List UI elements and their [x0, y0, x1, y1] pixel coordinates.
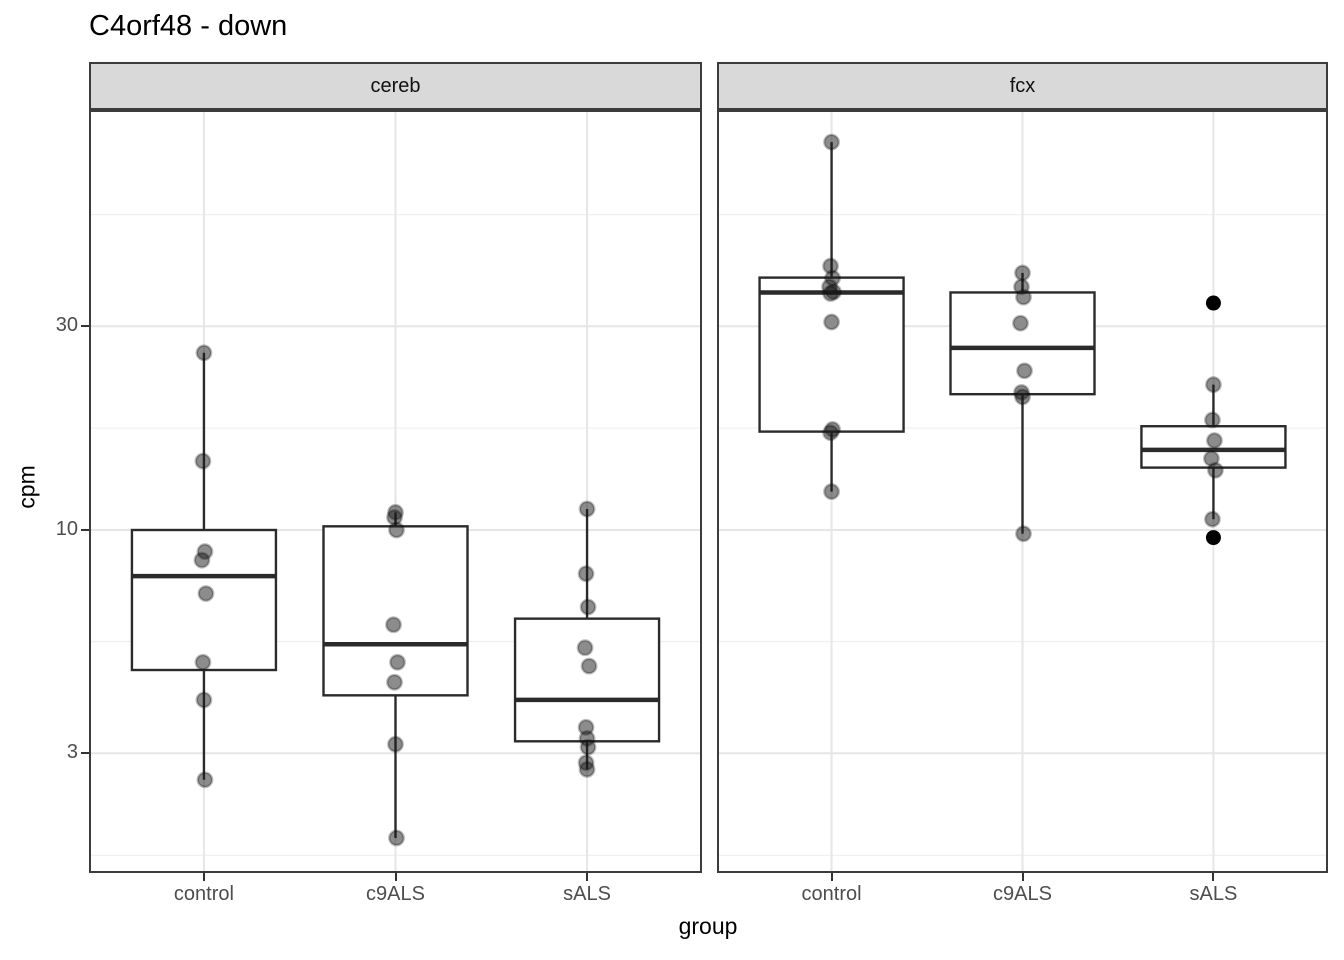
- jitter-point: [389, 653, 406, 671]
- jitter-point: [1012, 314, 1029, 332]
- x-tick-mark: [1212, 873, 1215, 881]
- jitter-point: [193, 551, 211, 569]
- jitter-point: [823, 133, 841, 151]
- jitter-point: [1015, 288, 1032, 306]
- y-tick-label: 10: [55, 518, 78, 540]
- facet-strip-fcx: fcx: [717, 62, 1328, 110]
- x-tick-mark: [830, 873, 833, 881]
- x-tick-mark: [394, 873, 397, 881]
- x-tick-mark: [586, 873, 589, 881]
- jitter-point: [578, 760, 596, 778]
- jitter-point: [576, 639, 594, 657]
- jitter-point: [1014, 388, 1031, 406]
- facet-panel-cereb: [89, 110, 702, 873]
- jitter-point: [1206, 461, 1224, 479]
- jitter-point: [577, 565, 595, 583]
- boxplot-box: [758, 276, 905, 433]
- facet-strip-label: fcx: [1009, 74, 1036, 97]
- jitter-point: [387, 735, 404, 753]
- jitter-point: [388, 829, 405, 847]
- x-tick-label: sALS: [563, 883, 611, 905]
- jitter-point: [195, 691, 213, 709]
- jitter-point: [823, 483, 841, 501]
- jitter-point: [1203, 411, 1221, 429]
- jitter-point: [822, 285, 840, 302]
- facet-strip-label: cereb: [370, 74, 421, 97]
- jitter-point: [823, 313, 841, 331]
- x-tick-label: sALS: [1189, 883, 1238, 905]
- panel-border: [89, 110, 702, 873]
- outlier-point: [1205, 295, 1221, 311]
- y-tick-mark: [81, 752, 89, 755]
- jitter-point: [1014, 264, 1031, 282]
- x-tick-label: control: [801, 883, 862, 905]
- jitter-point: [197, 585, 215, 602]
- jitter-point: [196, 771, 214, 789]
- jitter-point: [1015, 525, 1032, 543]
- x-tick-mark: [202, 873, 205, 881]
- jitter-point: [1016, 362, 1033, 380]
- panel-border: [717, 110, 1328, 873]
- x-tick-label: control: [173, 883, 234, 905]
- facet-strip-cereb: cereb: [89, 62, 702, 110]
- x-tick-label: c9ALS: [993, 883, 1052, 905]
- jitter-point: [1203, 510, 1221, 528]
- jitter-point: [1204, 376, 1222, 394]
- y-tick-label: 3: [66, 741, 78, 764]
- jitter-point: [579, 738, 597, 756]
- jitter-point: [385, 616, 402, 634]
- jitter-point: [580, 657, 598, 675]
- y-axis-title: cpm: [13, 465, 40, 509]
- jitter-point: [822, 424, 840, 442]
- x-tick-label: c9ALS: [366, 883, 425, 905]
- jitter-point: [386, 673, 403, 691]
- x-tick-mark: [1021, 873, 1024, 881]
- jitter-point: [195, 344, 213, 362]
- jitter-point: [388, 521, 405, 539]
- y-tick-mark: [81, 529, 89, 531]
- y-tick-mark: [81, 325, 89, 328]
- jitter-point: [1205, 432, 1223, 449]
- jitter-point: [194, 452, 212, 470]
- jitter-point: [194, 653, 212, 671]
- y-tick-label: 30: [55, 314, 78, 337]
- jitter-point: [579, 598, 597, 616]
- x-axis-title: group: [678, 913, 738, 939]
- jitter-point: [578, 500, 596, 518]
- plot-title: C4orf48 - down: [89, 10, 288, 42]
- outlier-point: [1205, 530, 1221, 546]
- facet-panel-fcx: [717, 110, 1328, 873]
